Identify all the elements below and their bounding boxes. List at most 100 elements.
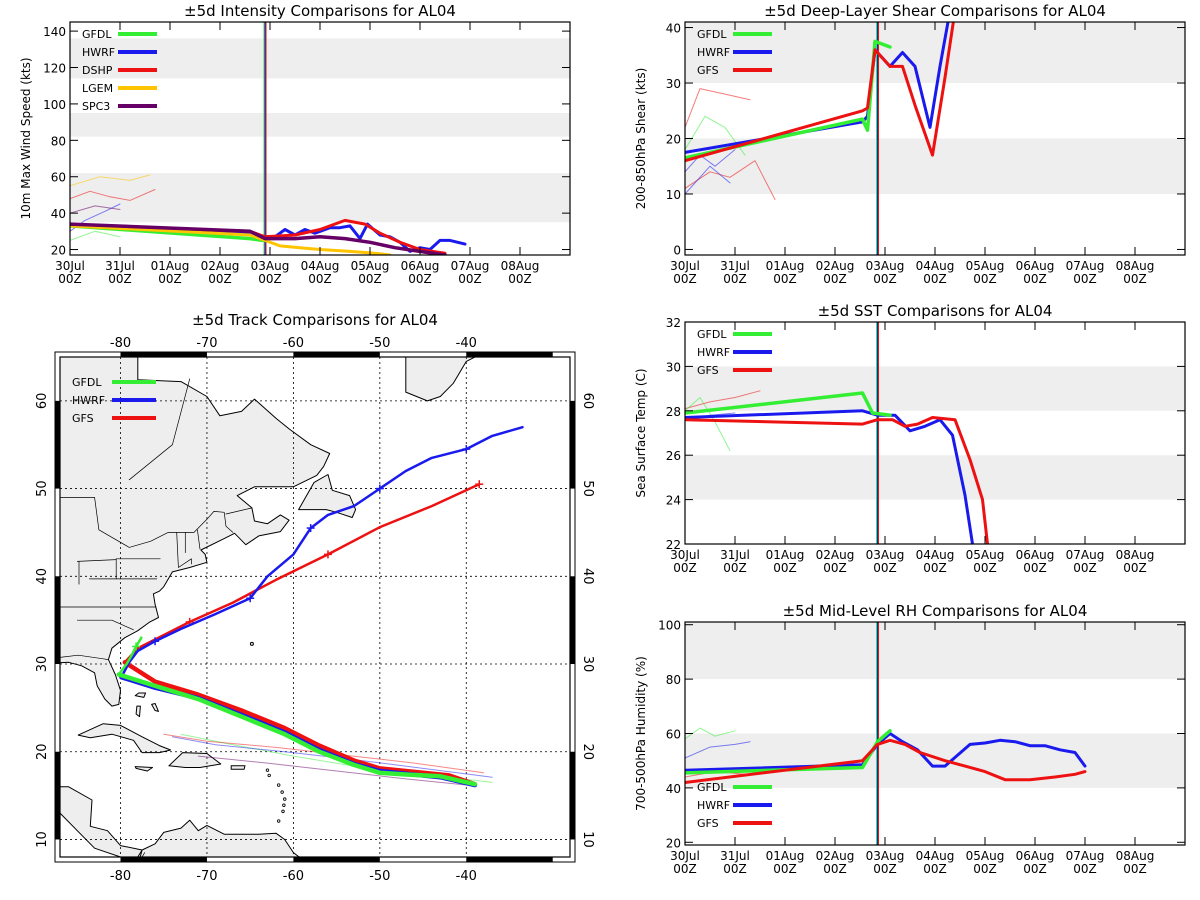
- intensity-xtick-date: 08Aug: [501, 259, 540, 273]
- rh-xtick-date: 05Aug: [966, 849, 1005, 863]
- intensity-ytick-label: 140: [43, 25, 66, 39]
- intensity-ytick-label: 20: [51, 244, 66, 258]
- lesser-antilles-island: [283, 797, 287, 801]
- political-border: [141, 852, 146, 857]
- intensity-plot-area: [70, 22, 467, 255]
- intensity-legend-label: GFDL: [82, 28, 112, 41]
- bahamas-island: [135, 705, 141, 718]
- rh-plot-area: [685, 622, 1087, 845]
- intensity-ytick-label: 120: [43, 62, 66, 76]
- map-border-bar: [55, 751, 60, 840]
- sst-xtick-hour: 00Z: [673, 561, 697, 575]
- intensity-legend-label: DSHP: [82, 64, 113, 77]
- map-border-bar: [466, 352, 553, 357]
- shear-panel: 01020304030Jul00Z31Jul00Z01Aug00Z02Aug00…: [634, 2, 1186, 286]
- bermuda-island: [249, 641, 254, 646]
- lon-label-bottom: -60: [283, 869, 304, 884]
- track-legend-label: HWRF: [72, 394, 105, 407]
- lat-label-right: 40: [580, 568, 595, 585]
- rh-series-gfs: [685, 738, 1087, 784]
- political-border: [76, 619, 134, 631]
- map-border-bar: [293, 352, 380, 357]
- intensity-xtick-hour: 00Z: [108, 272, 132, 286]
- sst-past-run: [685, 390, 761, 410]
- intensity-xtick-hour: 00Z: [308, 272, 332, 286]
- intensity-xtick-hour: 00Z: [408, 272, 432, 286]
- sst-series-gfdl: [685, 391, 892, 417]
- rh-panel: 2040608010030Jul00Z31Jul00Z01Aug00Z02Aug…: [634, 602, 1186, 876]
- intensity-past-run: [70, 189, 156, 201]
- lon-label-bottom: -70: [196, 869, 217, 884]
- sst-ytick-label: 32: [666, 316, 681, 330]
- intensity-xtick-hour: 00Z: [208, 272, 232, 286]
- track-title: ±5d Track Comparisons for AL04: [192, 311, 438, 329]
- shear-ylabel: 200-850hPa Shear (kts): [634, 68, 648, 210]
- rh-band: [685, 622, 1185, 680]
- rh-xtick-date: 08Aug: [1116, 849, 1155, 863]
- shear-xtick-date: 05Aug: [966, 259, 1005, 273]
- intensity-past-run: [70, 174, 151, 187]
- lesser-antilles-island: [265, 768, 270, 772]
- rh-past-run: [685, 741, 751, 759]
- rh-ytick-label: 60: [666, 728, 681, 742]
- rh-ytick-label: 20: [666, 836, 681, 850]
- intensity-xtick-hour: 00Z: [508, 272, 532, 286]
- track-series-gfs-past: [122, 660, 478, 787]
- intensity-xtick-date: 30Jul: [55, 259, 85, 273]
- sst-xtick-hour: 00Z: [873, 561, 897, 575]
- track-past-run: [197, 755, 476, 787]
- intensity-band: [70, 113, 570, 137]
- rh-legend-label: GFS: [697, 817, 719, 830]
- cuba-island: [77, 723, 172, 754]
- lon-label-bottom: -40: [456, 869, 477, 884]
- shear-xtick-hour: 00Z: [1123, 272, 1147, 286]
- intensity-xtick-date: 02Aug: [201, 259, 240, 273]
- shear-ytick-label: 10: [666, 188, 681, 202]
- intensity-ytick-label: 80: [51, 134, 66, 148]
- sst-legend-label: HWRF: [697, 346, 730, 359]
- rh-ytick-label: 100: [658, 619, 681, 633]
- intensity-legend-label: HWRF: [82, 46, 115, 59]
- sst-xtick-date: 08Aug: [1116, 548, 1155, 562]
- shear-xtick-date: 08Aug: [1116, 259, 1155, 273]
- rh-ytick-label: 40: [666, 782, 681, 796]
- sst-xtick-date: 04Aug: [916, 548, 955, 562]
- sst-ytick-label: 28: [666, 405, 681, 419]
- sst-xtick-hour: 00Z: [1023, 561, 1047, 575]
- rh-xtick-date: 04Aug: [916, 849, 955, 863]
- sst-xtick-hour: 00Z: [973, 561, 997, 575]
- map-border-bar: [570, 576, 575, 665]
- rh-xtick-date: 07Aug: [1066, 849, 1105, 863]
- intensity-ytick-label: 60: [51, 171, 66, 185]
- lat-label-right: 30: [580, 656, 595, 673]
- intensity-xtick-date: 01Aug: [151, 259, 190, 273]
- lesser-antilles-island: [281, 809, 285, 814]
- jamaica-island: [134, 766, 153, 772]
- political-border: [60, 497, 234, 548]
- rh-xtick-date: 31Jul: [720, 849, 750, 863]
- shear-xtick-date: 30Jul: [670, 259, 700, 273]
- shear-xtick-date: 03Aug: [866, 259, 905, 273]
- map-border-bar: [570, 751, 575, 840]
- sst-xtick-date: 06Aug: [1016, 548, 1055, 562]
- lat-label-right: 20: [580, 743, 595, 760]
- sst-plot-area: [685, 322, 989, 544]
- sst-xtick-date: 31Jul: [720, 548, 750, 562]
- rh-xtick-hour: 00Z: [673, 862, 697, 876]
- rh-band: [685, 733, 1185, 788]
- intensity-xtick-hour: 00Z: [358, 272, 382, 286]
- rh-xtick-hour: 00Z: [1073, 862, 1097, 876]
- shear-xtick-hour: 00Z: [673, 272, 697, 286]
- track-legend-label: GFDL: [72, 376, 102, 389]
- shear-past-run: [685, 165, 731, 195]
- track-past-run: [163, 733, 485, 774]
- map-border-bar: [466, 857, 553, 862]
- political-border: [60, 654, 109, 660]
- shear-ytick-label: 40: [666, 22, 681, 36]
- shear-series-gfdl: [685, 39, 892, 160]
- shear-legend-label: HWRF: [697, 46, 730, 59]
- sst-series-gfs: [685, 416, 989, 544]
- newfoundland-island: [298, 474, 357, 518]
- rh-xtick-hour: 00Z: [873, 862, 897, 876]
- shear-ytick-label: 30: [666, 77, 681, 91]
